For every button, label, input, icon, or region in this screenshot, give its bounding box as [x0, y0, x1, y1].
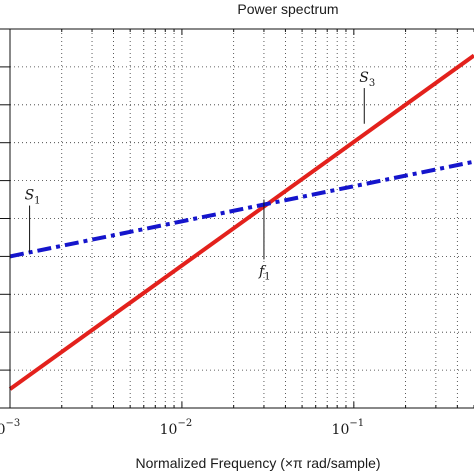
x-tick-label-exponent: −1: [349, 418, 364, 429]
x-tick-label: 10−1: [332, 418, 365, 438]
x-tick-label-base: 10: [332, 422, 350, 438]
x-axis-label: Normalized Frequency (×π rad/sample): [135, 455, 380, 471]
series-line-2: [9, 159, 474, 259]
chart-title: Power spectrum: [237, 1, 338, 17]
x-tick-label-base: 10: [0, 422, 6, 438]
series-layer: [8, 53, 474, 391]
annotation-symbol: S: [359, 70, 369, 86]
annotation-label: f1: [258, 263, 271, 282]
series-line-1: [8, 53, 474, 391]
x-tick-label: 10−3: [0, 418, 20, 438]
annotation-symbol: f: [258, 263, 267, 279]
x-tick-label: 10−2: [160, 418, 193, 438]
annotation-subscript: 1: [264, 271, 270, 282]
grid: [10, 29, 474, 408]
annotation-symbol: S: [25, 188, 35, 204]
annotation-label: S1: [25, 188, 41, 207]
axes: [0, 28, 474, 409]
x-tick-label-exponent: −2: [177, 418, 192, 429]
annotation-subscript: 3: [369, 78, 375, 89]
x-tick-label-base: 10: [160, 422, 178, 438]
x-tick-label-exponent: −3: [6, 418, 21, 429]
annotation-label: S3: [359, 70, 375, 89]
x-tick-labels: 10−310−210−1: [0, 418, 364, 438]
annotation-subscript: 1: [34, 196, 40, 207]
